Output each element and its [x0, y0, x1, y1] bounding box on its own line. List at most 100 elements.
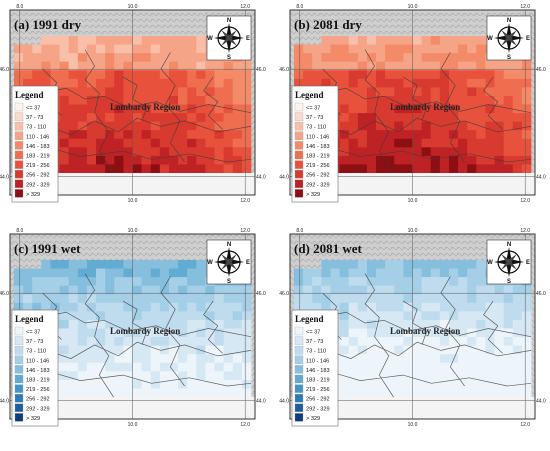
grid-cell — [403, 354, 413, 364]
grid-cell — [132, 138, 143, 148]
top-lon-tick: 12.0 — [240, 228, 250, 234]
grid-cell — [196, 95, 206, 105]
grid-cell — [159, 379, 170, 389]
boundary-line — [483, 300, 503, 354]
grid-cell — [123, 104, 133, 114]
grid-cell — [196, 70, 206, 80]
grid-cell — [521, 371, 532, 381]
grid-cell — [448, 388, 459, 398]
grid-cell — [59, 319, 70, 329]
grid-cell — [241, 302, 252, 312]
grid-cell — [132, 328, 143, 338]
compass-n: N — [227, 242, 231, 248]
grid-cell — [321, 44, 331, 54]
grid-cell — [357, 371, 368, 381]
grid-cell — [330, 260, 340, 269]
grid-cell — [376, 345, 386, 355]
grid-cell — [394, 319, 404, 329]
grid-cell — [385, 354, 395, 364]
grid-cell — [494, 130, 505, 140]
grid-cell — [485, 121, 495, 131]
grid-cell — [41, 78, 51, 88]
grid-cell — [348, 285, 359, 295]
grid-cell — [178, 78, 188, 88]
grid-cell — [205, 138, 215, 148]
grid-cell — [187, 155, 197, 165]
grid-cell — [105, 44, 115, 54]
grid-cell — [321, 268, 331, 278]
grid-cell — [105, 388, 115, 398]
grid-cell — [178, 285, 188, 295]
grid-cell — [41, 36, 51, 45]
grid-cell — [439, 277, 450, 287]
grid-cell — [168, 36, 179, 45]
grid-cell — [366, 164, 377, 174]
grid-cell — [105, 78, 115, 88]
grid-cell — [357, 53, 368, 63]
grid-cell — [357, 44, 368, 54]
grid-cell — [312, 268, 322, 278]
grid-cell — [439, 328, 450, 338]
grid-cell — [403, 268, 413, 278]
grid-cell — [187, 354, 197, 364]
grid-cell — [312, 61, 322, 71]
grid-cell — [376, 388, 386, 398]
grid-cell — [521, 121, 532, 131]
grid-cell — [50, 44, 60, 54]
grid-cell — [59, 61, 70, 71]
legend-class-label: 73 - 110 — [306, 349, 326, 355]
compass-e: E — [526, 260, 530, 266]
grid-cell — [68, 121, 79, 131]
grid-cell — [132, 260, 143, 269]
grid-cell — [503, 302, 514, 312]
grid-cell — [503, 328, 514, 338]
grid-cell — [403, 155, 413, 165]
grid-cell — [59, 53, 70, 63]
grid-cell — [448, 44, 459, 54]
grid-cell — [241, 319, 252, 329]
grid-cell — [77, 44, 88, 54]
grid-cell — [123, 328, 133, 338]
grid-cell — [41, 268, 51, 278]
grid-cell — [330, 294, 340, 304]
grid-cell — [357, 285, 368, 295]
grid-cell — [41, 44, 51, 54]
region-label: Lombardy Region — [390, 326, 460, 336]
grid-cell — [485, 354, 495, 364]
grid-cell — [96, 61, 106, 71]
grid-cell — [403, 113, 413, 123]
legend-class-label: 146 - 183 — [306, 144, 330, 150]
compass-s: S — [227, 55, 231, 61]
grid-cell — [467, 354, 477, 364]
grid-cell — [330, 285, 340, 295]
grid-cell — [132, 53, 143, 63]
legend-swatch — [294, 160, 304, 169]
grid-cell — [50, 277, 60, 287]
legend-swatch — [294, 189, 304, 198]
grid-cell — [357, 277, 368, 287]
grid-cell — [123, 388, 133, 398]
grid-cell — [114, 104, 124, 114]
grid-cell — [485, 379, 495, 389]
grid-cell — [412, 277, 423, 287]
grid-cell — [114, 113, 124, 123]
grid-cell — [303, 268, 313, 278]
grid-cell — [394, 70, 404, 80]
grid-cell — [123, 337, 133, 347]
grid-cell — [232, 311, 243, 321]
grid-cell — [168, 294, 179, 304]
grid-cell — [141, 78, 152, 88]
grid-cell — [303, 70, 313, 80]
grid-cell — [77, 113, 88, 123]
grid-cell — [476, 36, 486, 45]
grid-cell — [357, 345, 368, 355]
grid-cell — [430, 87, 441, 97]
grid-cell — [159, 130, 170, 140]
grid-cell — [187, 362, 197, 372]
grid-cell — [159, 104, 170, 114]
grid-cell — [521, 87, 532, 97]
grid-cell — [141, 362, 152, 372]
grid-cell — [159, 319, 170, 329]
grid-cell — [68, 53, 79, 63]
